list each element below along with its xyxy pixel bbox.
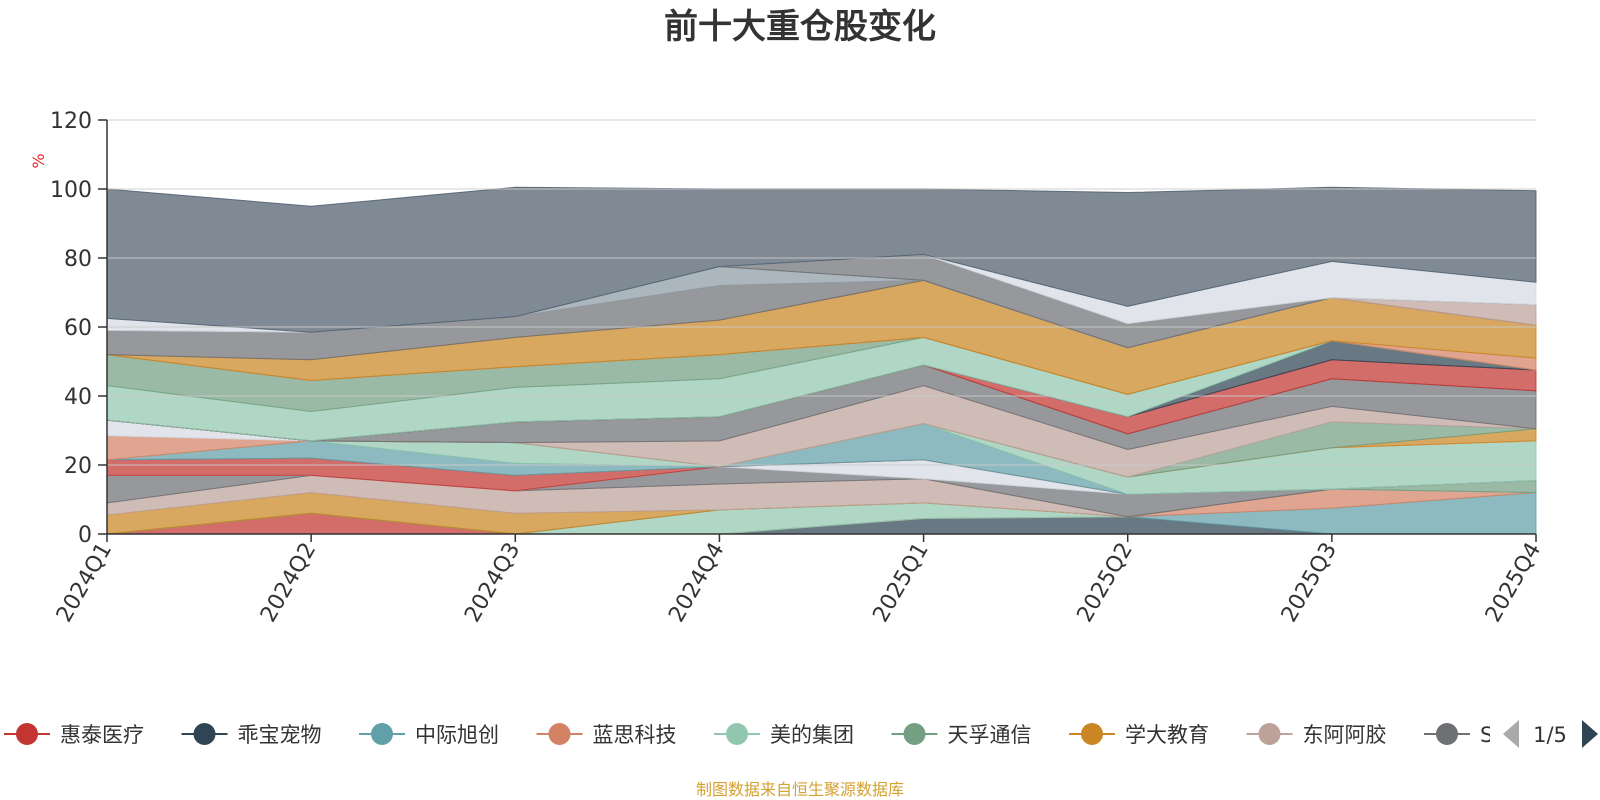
y-tick-label: 0 <box>78 523 92 548</box>
legend-items: 惠泰医疗 乖宝宠物 中际旭创 蓝思科技 美的集团 天孚通信 学大教育 东阿阿胶 S09 <box>4 723 1520 747</box>
y-tick-label: 80 <box>64 247 92 272</box>
legend-item[interactable]: 天孚通信 <box>891 723 1032 747</box>
legend-label: 乖宝宠物 <box>238 723 322 747</box>
legend-label: 学大教育 <box>1125 723 1209 747</box>
legend-page-indicator: 1/5 <box>1533 723 1567 747</box>
legend-item[interactable]: 惠泰医疗 <box>4 723 144 747</box>
legend-marker <box>548 723 571 745</box>
x-tick-label: 2024Q2 <box>256 539 321 627</box>
legend-item[interactable]: 东阿阿胶 <box>1246 723 1387 747</box>
legend-item[interactable]: 学大教育 <box>1069 723 1209 747</box>
chart-title: 前十大重仓股变化 <box>664 7 936 47</box>
legend-label: S09 <box>1480 723 1520 747</box>
y-tick-label: 100 <box>50 178 92 203</box>
x-tick-label: 2025Q2 <box>1073 539 1138 627</box>
x-tick-label: 2025Q4 <box>1481 539 1546 627</box>
y-tick-label: 120 <box>50 109 92 134</box>
plot-area: 0 20 40 60 80 100 120% 2024Q1 2024Q2 2024Q3 2024Q4… <box>29 109 1546 627</box>
legend[interactable]: 惠泰医疗 乖宝宠物 中际旭创 蓝思科技 美的集团 天孚通信 学大教育 东阿阿胶 S09 1/5 <box>4 720 1598 748</box>
legend-marker <box>1258 723 1281 745</box>
legend-item[interactable]: 中际旭创 <box>359 723 499 747</box>
data-source-note: 制图数据来自恒生聚源数据库 <box>696 780 904 799</box>
legend-marker <box>1081 723 1103 745</box>
legend-marker <box>193 723 216 745</box>
legend-label: 天孚通信 <box>948 723 1032 747</box>
x-tick-label: 2024Q4 <box>664 539 729 627</box>
legend-item[interactable]: S09 <box>1424 723 1520 747</box>
y-tick-label: 40 <box>64 385 92 410</box>
legend-marker <box>1436 723 1458 745</box>
legend-item[interactable]: 蓝思科技 <box>536 723 677 747</box>
legend-item[interactable]: 乖宝宠物 <box>181 723 322 747</box>
legend-label: 美的集团 <box>770 723 854 747</box>
y-tick-label: 20 <box>64 454 92 479</box>
x-tick-label: 2025Q3 <box>1277 539 1342 627</box>
legend-marker <box>16 723 38 745</box>
x-tick-label: 2024Q1 <box>52 539 117 627</box>
legend-item[interactable]: 美的集团 <box>714 723 854 747</box>
x-tick-label: 2025Q1 <box>868 539 933 627</box>
legend-label: 中际旭创 <box>415 723 499 747</box>
y-axis-label: % <box>29 153 48 168</box>
y-tick-label: 60 <box>64 316 92 341</box>
legend-marker <box>371 723 393 745</box>
legend-marker <box>903 723 926 745</box>
legend-marker <box>726 723 748 745</box>
legend-label: 惠泰医疗 <box>60 723 144 747</box>
legend-next-page-icon[interactable] <box>1582 720 1598 748</box>
x-tick-label: 2024Q3 <box>460 539 525 627</box>
legend-label: 东阿阿胶 <box>1303 723 1387 747</box>
legend-prev-page-icon[interactable] <box>1503 720 1519 748</box>
legend-label: 蓝思科技 <box>593 723 677 747</box>
